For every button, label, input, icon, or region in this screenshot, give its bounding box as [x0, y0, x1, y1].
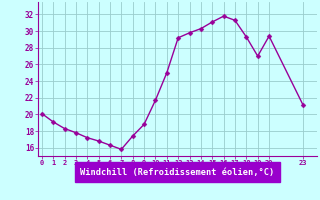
X-axis label: Windchill (Refroidissement éolien,°C): Windchill (Refroidissement éolien,°C) [80, 168, 275, 177]
